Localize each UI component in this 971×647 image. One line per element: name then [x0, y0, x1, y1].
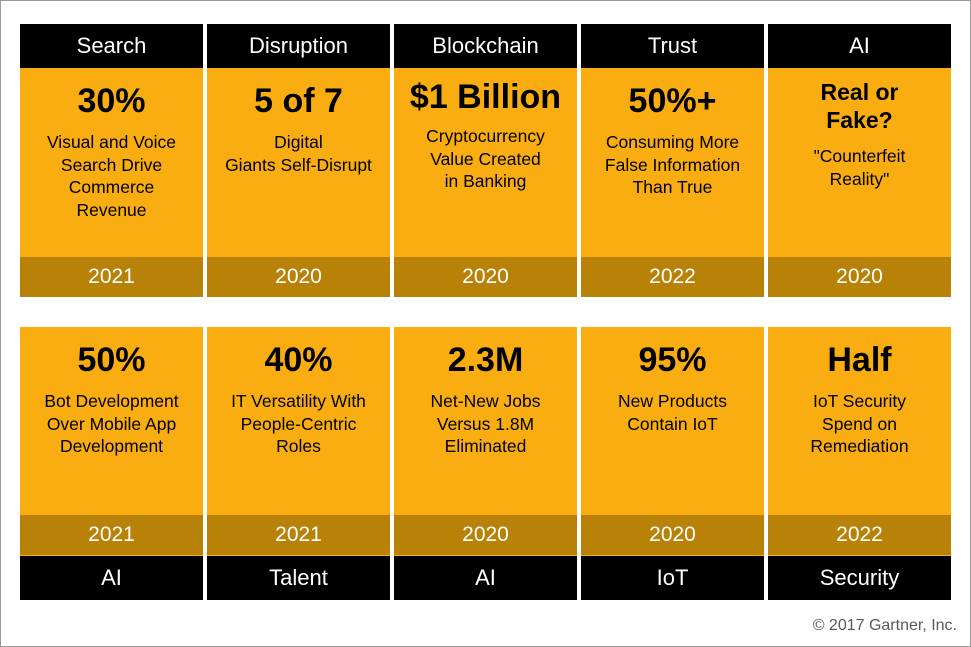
- prediction-card-ai-jobs: 2.3M Net-New Jobs Versus 1.8M Eliminated…: [394, 327, 577, 600]
- category-label: Trust: [581, 24, 764, 68]
- category-label: AI: [768, 24, 951, 68]
- headline-value: Real or Fake?: [820, 79, 899, 133]
- prediction-description: Digital Giants Self-Disrupt: [225, 132, 372, 175]
- prediction-card-search: Search 30% Visual and Voice Search Drive…: [20, 24, 203, 297]
- year-label: 2020: [768, 257, 951, 297]
- prediction-description: New Products Contain IoT: [618, 391, 727, 434]
- prediction-card-trust: Trust 50%+ Consuming More False Informat…: [581, 24, 764, 297]
- prediction-card-talent: 40% IT Versatility With People-Centric R…: [207, 327, 390, 600]
- headline-value: 95%: [638, 341, 707, 379]
- headline-value: 2.3M: [447, 341, 524, 379]
- year-label: 2021: [20, 257, 203, 297]
- prediction-description: IT Versatility With People-Centric Roles: [231, 391, 366, 456]
- year-label: 2020: [207, 257, 390, 297]
- year-label: 2022: [581, 257, 764, 297]
- year-label: 2020: [394, 257, 577, 297]
- headline-value: $1 Billion: [409, 78, 562, 116]
- prediction-description: IoT Security Spend on Remediation: [810, 391, 909, 456]
- category-label: AI: [20, 556, 203, 600]
- headline-value: 40%: [264, 341, 333, 379]
- prediction-card-ai: AI Real or Fake? "Counterfeit Reality" 2…: [768, 24, 951, 297]
- category-label: AI: [394, 556, 577, 600]
- headline-value: 30%: [77, 82, 146, 120]
- copyright-notice: © 2017 Gartner, Inc.: [812, 617, 957, 634]
- prediction-card-blockchain: Blockchain $1 Billion Cryptocurrency Val…: [394, 24, 577, 297]
- prediction-description: Net-New Jobs Versus 1.8M Eliminated: [430, 391, 541, 456]
- category-label: Search: [20, 24, 203, 68]
- prediction-description: Bot Development Over Mobile App Developm…: [44, 391, 179, 456]
- headline-value: 5 of 7: [254, 82, 343, 120]
- category-label: Talent: [207, 556, 390, 600]
- year-label: 2022: [768, 515, 951, 555]
- prediction-description: Visual and Voice Search Drive Commerce R…: [46, 132, 177, 220]
- prediction-card-security: Half IoT Security Spend on Remediation 2…: [768, 327, 951, 600]
- category-label: Security: [768, 556, 951, 600]
- category-label: Blockchain: [394, 24, 577, 68]
- category-label: Disruption: [207, 24, 390, 68]
- year-label: 2021: [207, 515, 390, 555]
- prediction-description: Cryptocurrency Value Created in Banking: [426, 126, 545, 191]
- year-label: 2020: [394, 515, 577, 555]
- prediction-description: Consuming More False Information Than Tr…: [604, 132, 741, 197]
- year-label: 2020: [581, 515, 764, 555]
- year-label: 2021: [20, 515, 203, 555]
- prediction-card-iot: 95% New Products Contain IoT 2020 IoT: [581, 327, 764, 600]
- prediction-description: "Counterfeit Reality": [813, 146, 906, 189]
- headline-value: 50%: [77, 341, 146, 379]
- prediction-card-ai-bots: 50% Bot Development Over Mobile App Deve…: [20, 327, 203, 600]
- category-label: IoT: [581, 556, 764, 600]
- prediction-card-disruption: Disruption 5 of 7 Digital Giants Self-Di…: [207, 24, 390, 297]
- headline-value: Half: [827, 341, 892, 379]
- headline-value: 50%+: [628, 82, 717, 120]
